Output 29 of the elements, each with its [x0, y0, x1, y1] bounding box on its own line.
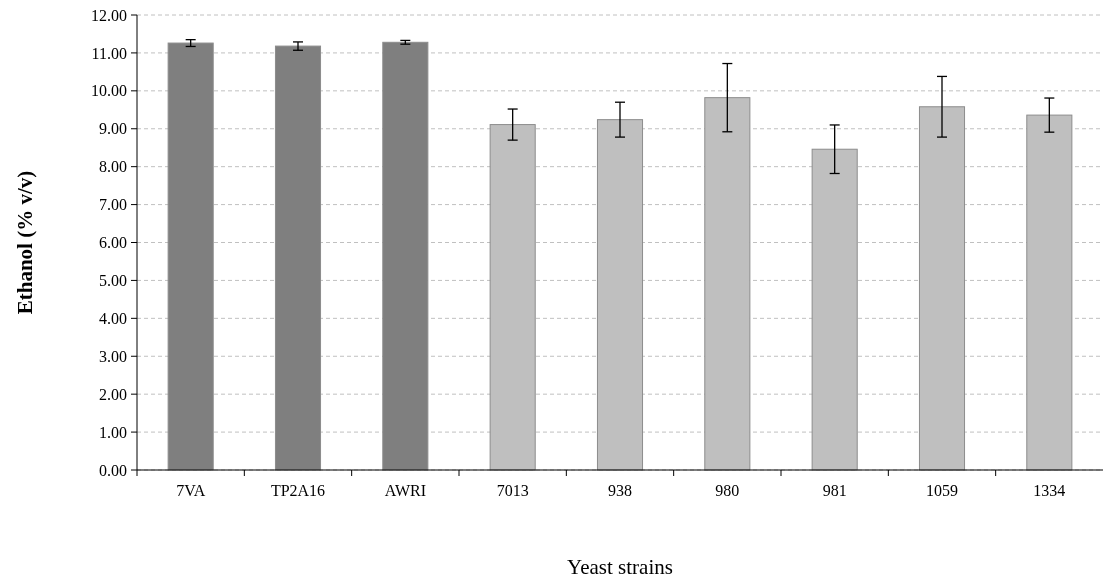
x-tick-label: TP2A16	[270, 482, 326, 499]
x-tick-label: AWRI	[384, 482, 427, 499]
x-tick-label: 7VA	[176, 482, 206, 499]
y-tick-label: 6.00	[99, 234, 127, 252]
x-axis-title: Yeast strains	[567, 555, 673, 579]
y-tick-label: 1.00	[99, 423, 127, 441]
y-tick-label: 8.00	[99, 158, 127, 176]
y-axis-title: Ethanol (% v/v)	[13, 170, 37, 315]
y-tick-label: 3.00	[99, 347, 127, 365]
bar	[1026, 114, 1073, 471]
x-tick-label: 1059	[926, 482, 958, 499]
y-tick-label: 10.00	[91, 82, 127, 100]
y-tick-label: 2.00	[99, 385, 127, 403]
y-tick-label: 0.00	[99, 461, 127, 479]
x-tick-label: 7013	[496, 482, 529, 499]
y-tick-label: 11.00	[91, 44, 127, 62]
x-tick-label: 980	[715, 482, 740, 499]
y-tick-label: 5.00	[99, 272, 127, 290]
x-tick-label: 981	[822, 482, 847, 499]
bar	[167, 42, 214, 471]
bar	[704, 97, 751, 471]
y-tick-label: 9.00	[99, 120, 127, 138]
y-tick-label: 7.00	[99, 196, 127, 214]
bar	[274, 45, 322, 471]
bar	[382, 41, 429, 471]
y-tick-label: 12.00	[91, 6, 127, 24]
x-tick-label: 1334	[1033, 482, 1066, 499]
x-tick-label: 938	[608, 482, 632, 499]
y-tick-label: 4.00	[99, 309, 127, 327]
